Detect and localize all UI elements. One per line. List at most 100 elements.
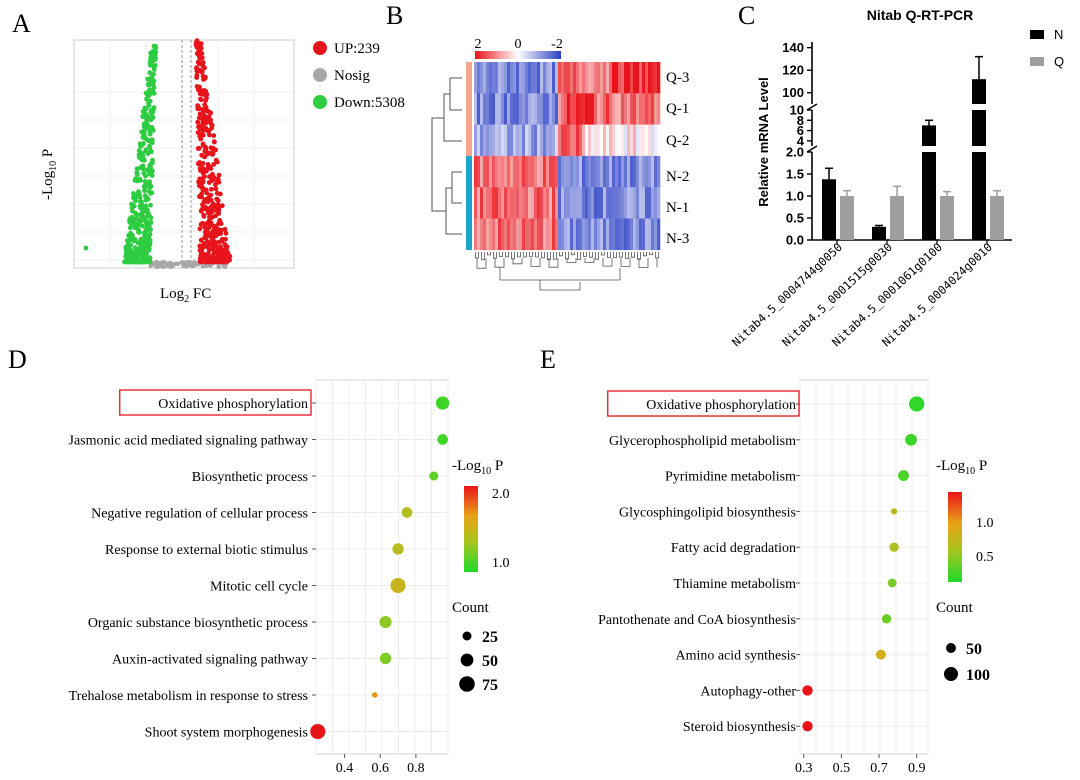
heatmap-cell: [513, 124, 517, 157]
heatmap-cell: [528, 155, 532, 188]
volcano-point-down: [148, 227, 154, 233]
count-legend-tick: 100: [966, 667, 990, 684]
count-legend-tick: 50: [966, 641, 982, 658]
heatmap-cell: [603, 218, 607, 251]
heatmap-cell: [498, 218, 502, 251]
volcano-point-down: [146, 169, 152, 174]
volcano-point-nosig: [190, 263, 196, 269]
color-legend-bar: [948, 492, 962, 582]
color-legend-tick: 1.0: [492, 556, 510, 571]
term-label: Auxin-activated signaling pathway: [112, 653, 308, 668]
heatmap-cell: [531, 218, 535, 251]
heatmap-cell: [540, 93, 544, 125]
bubble: [379, 615, 392, 629]
bar-n: [822, 179, 836, 240]
heatmap-cell: [549, 93, 553, 125]
heatmap-cell: [483, 187, 487, 219]
count-legend-marker: [459, 676, 475, 692]
volcano-point-down: [143, 258, 149, 263]
heatmap-cell: [549, 155, 553, 188]
heatmap-cell: [615, 124, 619, 157]
volcano-point-up: [218, 221, 224, 227]
volcano-point-up: [200, 179, 206, 185]
heatmap-cell: [597, 218, 601, 251]
heatmap-cell: [615, 187, 619, 219]
volcano-point-down: [148, 215, 154, 221]
volcano-point-up: [214, 196, 220, 202]
volcano-point-down: [149, 62, 155, 67]
heatmap-cell: [549, 62, 553, 94]
volcano-point-down: [148, 191, 154, 196]
heatmap-cell: [510, 187, 514, 219]
volcano-point-down: [136, 229, 141, 235]
heatmap-cell: [636, 218, 640, 251]
heatmap-cell: [477, 93, 481, 125]
volcano-point-up: [198, 97, 204, 103]
volcano-point-down: [130, 259, 135, 265]
heatmap-cell: [594, 218, 598, 251]
volcano-point-down: [146, 81, 152, 86]
heatmap-row-dendrogram: [431, 77, 462, 235]
volcano-point-down: [144, 113, 150, 119]
x-tick-label: 0.8: [407, 761, 425, 776]
volcano-point-up: [198, 249, 204, 255]
heatmap-cell: [489, 93, 493, 125]
heatmap-cell: [480, 124, 484, 157]
heatmap-cell: [576, 187, 580, 219]
heatmap-cell: [621, 155, 625, 188]
heatmap-cell: [495, 155, 499, 188]
volcano-point-down: [140, 214, 145, 219]
heatmap-cell: [504, 155, 508, 188]
heatmap-cell: [591, 187, 595, 219]
heatmap-cell: [540, 155, 544, 188]
volcano-point-up: [214, 190, 220, 196]
volcano-point-up: [208, 166, 214, 172]
heatmap-cell: [648, 124, 652, 157]
heatmap-cell: [477, 187, 481, 219]
heatmap-cell: [576, 218, 580, 251]
y-tick-label: 0.5: [786, 211, 804, 226]
color-legend-bar: [464, 486, 478, 572]
heatmap-cell: [516, 155, 520, 188]
volcano-point-up: [198, 134, 204, 140]
heatmap-cell: [561, 62, 565, 94]
volcano-point-up: [220, 236, 225, 242]
heatmap-cell: [648, 187, 652, 219]
heatmap-cell: [549, 218, 553, 251]
volcano-point-down: [142, 234, 148, 240]
heatmap-cell: [639, 187, 643, 219]
bubble: [875, 649, 886, 660]
heatmap-cell: [519, 62, 523, 94]
heatmap-cell: [486, 62, 490, 94]
chart-y-label: Relative mRNA Level: [756, 77, 771, 207]
volcano-point-down: [142, 126, 148, 132]
heatmap-cell: [513, 155, 517, 188]
heatmap-cell: [642, 93, 646, 125]
heatmap-cell: [510, 124, 514, 157]
term-label: Amino acid synthesis: [675, 649, 796, 664]
heatmap-cell: [534, 93, 538, 125]
y-tick-label: 4: [797, 133, 805, 148]
volcano-point-nosig: [170, 262, 175, 267]
heatmap-cell: [492, 218, 496, 251]
volcano-point-down: [149, 78, 155, 83]
heatmap-cell: [483, 124, 487, 157]
volcano-point-down: [147, 70, 153, 76]
legend-n-label: N: [1054, 27, 1063, 42]
volcano-point-nosig: [200, 264, 206, 269]
heatmap-cell: [525, 93, 529, 125]
bubble: [435, 396, 450, 410]
bubble: [889, 542, 899, 552]
heatmap-cell: [489, 155, 493, 188]
bar-q: [840, 196, 854, 240]
heatmap-cell: [486, 218, 490, 251]
heatmap-cell: [552, 124, 556, 157]
volcano-point-up: [204, 107, 209, 113]
count-legend-tick: 50: [482, 653, 498, 670]
heatmap-cell: [636, 187, 640, 219]
heatmap-cell: [507, 218, 511, 251]
heatmap-cell: [474, 93, 478, 125]
heatmap-cell: [582, 93, 586, 125]
heatmap-cell: [594, 93, 598, 125]
volcano-point-down: [151, 48, 156, 54]
